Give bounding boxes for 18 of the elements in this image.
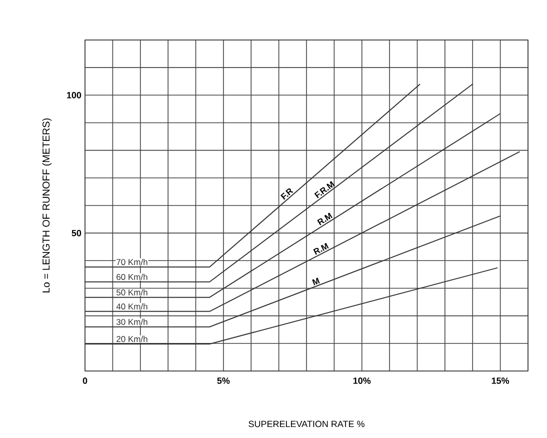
series-label: 20 Km/h [116, 336, 148, 342]
x-axis-title: SUPERELEVATION RATE % [248, 420, 364, 428]
annotation: M [312, 278, 320, 286]
annotation: R.M [313, 242, 329, 255]
y-axis-title: Lo = LENGTH OF RUNOFF (METERS) [42, 118, 52, 292]
x-tick-label: 5% [217, 378, 230, 384]
y-tick-label: 100 [67, 92, 82, 98]
series-label: 30 Km/h [116, 318, 148, 325]
series-label: 50 Km/h [116, 289, 148, 296]
annotation: R.M [317, 212, 332, 226]
series-label: 40 Km/h [116, 303, 148, 310]
x-tick-label: 10% [353, 378, 371, 384]
series-label: 60 Km/h [116, 274, 148, 280]
x-tick-label: 0 [82, 378, 88, 384]
y-tick-label: 50 [72, 230, 82, 236]
series-label: 70 Km/h [116, 258, 148, 266]
x-tick-label: 15% [492, 378, 510, 384]
annotation: F.R [280, 188, 294, 200]
